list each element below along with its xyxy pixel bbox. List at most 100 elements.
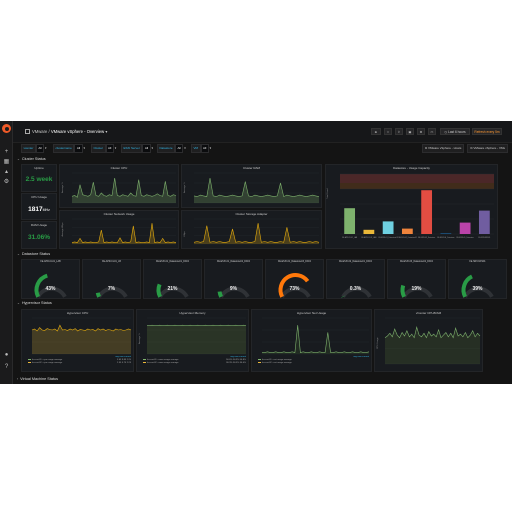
legend-header: avg max current [230, 356, 246, 358]
var-value[interactable]: All [142, 144, 151, 153]
series-area [72, 223, 176, 244]
save-icon[interactable]: ▣ [406, 128, 414, 135]
panel-cluster-ram[interactable]: Cluster RAM Average % [181, 164, 322, 208]
gauge-panel[interactable]: FE-ESXI-03_Datastore02_DATA 19% [387, 259, 446, 299]
row-datastore-status[interactable]: ⌄ Datastore Status [17, 252, 50, 256]
link-hosts[interactable]: ⧉ VMware vSphere - Hosts [421, 144, 465, 153]
panel-ram-usage[interactable]: RAM Usage 31.06% [21, 221, 57, 249]
series-area [194, 178, 319, 203]
hypervisor-panel[interactable]: Hypervisor CPU avg max current fe-esxi-01 … [21, 309, 134, 372]
gauge-panel[interactable]: FE-ESXI-01_Datastore03_DATA 73% [265, 259, 324, 299]
var-datastore[interactable]: Datastore All ▾ [157, 144, 186, 153]
gauge-svg [400, 284, 433, 298]
gauge-value: 73% [289, 286, 300, 292]
var-value[interactable]: All [35, 144, 45, 153]
var-esxi-server[interactable]: ESXi Server All ▾ [121, 144, 153, 153]
bar [478, 210, 490, 234]
var-value[interactable]: All [175, 144, 184, 153]
y-axis-label: Average KBps [61, 222, 64, 237]
bar [382, 221, 394, 234]
time-range-label: Last 6 hours [448, 130, 466, 134]
gauge-panel[interactable]: FE-ESXI-01_Datastore01_DATA 21% [143, 259, 202, 299]
add-panel-icon[interactable]: ⊕ [371, 128, 381, 135]
gauge-panel[interactable]: FE-SRV-NFS01 39% [448, 259, 507, 299]
share-icon[interactable]: ⇪ [395, 128, 403, 135]
gauge-panel[interactable]: FE-ESXI-02_Datastore01_DATA 0.3% [326, 259, 385, 299]
panel-title: Hypervisor CPU [66, 311, 89, 315]
legend-item[interactable]: fe-esxi-02 - mem usage average 36.3% 36.5… [143, 362, 246, 365]
row-title: Cluster Status [21, 157, 46, 161]
panel-cluster-network[interactable]: Cluster Network Usage Average KBps [59, 210, 179, 249]
var-value[interactable]: All [200, 144, 209, 153]
gauge-svg [341, 286, 372, 298]
var-value[interactable]: All [74, 144, 83, 153]
grafana-logo-icon[interactable] [2, 124, 11, 133]
legend-swatch [258, 359, 261, 360]
panel-cluster-storage[interactable]: Cluster Storage Adapter KBps [181, 210, 322, 249]
legend-item[interactable]: fe-esxi-01 - net usage average [258, 359, 369, 362]
panel-title: FE-ESXI-03_Datastore02_DATA [399, 261, 434, 263]
row-vm-status[interactable]: › Virtual Machine Status [17, 377, 58, 381]
panel-uptime[interactable]: Uptime 2.5 week [21, 164, 57, 192]
panel-title: FE-ESXI-01_Datastore03_DATA [277, 261, 312, 263]
y-axis-label: KBps [184, 230, 186, 236]
tv-mode-icon[interactable]: ▭ [428, 128, 436, 135]
hypervisor-panel[interactable]: vCenter CPU/RAM CPU Usage [374, 309, 483, 372]
legend-swatch [143, 362, 146, 364]
dashboard-title[interactable]: VMware vSphere - Overview [50, 129, 105, 134]
panel-cpu-usage[interactable]: CPU Usage 1817MHz [21, 193, 57, 220]
settings-icon[interactable]: ⚙ [417, 128, 425, 135]
legend-label: fe-esxi-02 - net usage average [258, 362, 292, 365]
bar [440, 233, 452, 234]
panel-datastore-capacity[interactable]: Datastore - Usage Capacity Total Used FE… [325, 164, 498, 249]
settings-gear-icon[interactable]: ⚙ [3, 179, 10, 185]
legend-item[interactable]: fe-esxi-02 - cpu usage average 2.55 5.75 … [28, 362, 131, 365]
panel-title: vCenter CPU/RAM [415, 311, 442, 315]
legend-item[interactable]: fe-esxi-02 - net usage average [258, 362, 369, 365]
alerting-bell-icon[interactable]: ▴ [4, 169, 8, 175]
breadcrumb[interactable]: VMware / VMware vSphere - Overview ▾ [25, 129, 107, 134]
var-value[interactable]: All [105, 144, 114, 153]
panel-title: Datastore - Usage Capacity [393, 166, 430, 170]
graph-legend: avg max current fe-esxi-01 - mem usage av… [143, 356, 246, 365]
panel-title: CPU Usage [31, 195, 47, 199]
grafana-app: + ▦ ▴ ⚙ ● ? VMware / VMware vSphere - Ov… [0, 121, 512, 384]
gauge-panel[interactable]: FE-APR-CL01_LAB 43% [21, 259, 80, 299]
x-tick-label: FE-ESXI-05_Datastore [456, 236, 473, 239]
gauge-panel[interactable]: FE-APR-CL01_LB 7% [82, 259, 141, 299]
link-vms[interactable]: ⧉ VMware vSphere - VMs [467, 144, 508, 153]
gauge-fill [95, 292, 101, 298]
dashboards-icon[interactable]: ▦ [3, 159, 10, 165]
row-cluster-status[interactable]: ⌄ Cluster Status [17, 157, 46, 161]
star-icon[interactable]: ☆ [384, 128, 392, 135]
refresh-picker[interactable]: Refresh every 5m [472, 128, 502, 135]
gauge-track [341, 286, 372, 298]
series-area [72, 178, 176, 203]
var-vcenter[interactable]: vcenter All ▾ [21, 144, 47, 153]
panel-title: FE-ESXI-02_Datastore01_DATA [338, 261, 373, 263]
panel-title: FE-APR-CL01_LB [102, 261, 121, 263]
legend-item[interactable]: fe-esxi-01 - mem usage average 56.6% 56.9… [143, 359, 246, 362]
panel-cluster-cpu[interactable]: Cluster CPU Average % [59, 164, 179, 208]
x-tick-label: FE-ESXI-03_Datastore [418, 236, 435, 239]
legend-item[interactable]: fe-esxi-01 - cpu usage average 3.63 9.83 … [28, 359, 131, 362]
var-cluster[interactable]: Cluster All ▾ [91, 144, 116, 153]
legend-text: fe-esxi-01 - net usage average [262, 359, 292, 362]
x-tick-label: FE-APR-CL02_LAB [361, 236, 377, 239]
stat-value: 31.06% [27, 234, 51, 241]
x-tick-label: FE-ESXI-02_Datastore01 [398, 236, 417, 239]
row-hypervisor-status[interactable]: ⌄ Hypervisor Status [17, 301, 52, 305]
help-icon[interactable]: ? [4, 364, 9, 370]
hypervisor-panel[interactable]: Hypervisor Memory Average % avg max curren… [136, 309, 249, 372]
gauge-value: 9% [229, 286, 238, 292]
series-line [147, 324, 247, 326]
var-vm[interactable]: VM All ▾ [191, 144, 211, 153]
dashboard-links: ⧉ VMware vSphere - Hosts ⧉ VMware vSphere… [419, 144, 508, 153]
user-avatar-icon[interactable]: ● [4, 352, 9, 358]
var-clustername[interactable]: clustername All ▾ [53, 144, 85, 153]
add-icon[interactable]: + [4, 149, 9, 155]
folder-name[interactable]: VMware [32, 129, 48, 134]
gauge-panel[interactable]: FE-ESXI-01_Datastore02_DATA 9% [204, 259, 263, 299]
time-range-picker[interactable]: ◷ Last 6 hours [440, 128, 470, 135]
hypervisor-panel[interactable]: Hypervisor Net Usage avg max current fe-es… [251, 309, 372, 372]
